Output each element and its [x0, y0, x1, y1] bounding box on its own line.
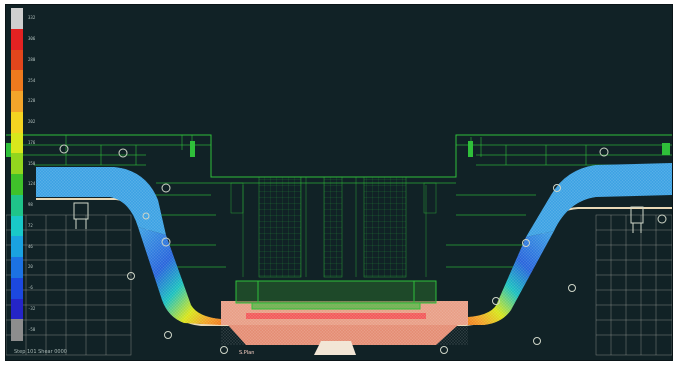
lower-die-grids [6, 214, 672, 356]
blank-mesh-overlay [36, 163, 672, 345]
status-text: Step 101 Shear 0000 [14, 349, 67, 355]
legend-tick-label: -58 [28, 326, 36, 332]
upper-die [6, 5, 672, 177]
legend-band [11, 215, 23, 237]
legend-tick-label: 20 [28, 264, 33, 270]
legend-tick-label: 150 [28, 160, 36, 166]
legend-tick-label: 280 [28, 56, 36, 62]
legend-band [11, 277, 23, 299]
legend-band [11, 111, 23, 133]
legend-tick-label: 228 [28, 98, 36, 104]
clamp-feet [73, 202, 644, 233]
legend-band [11, 194, 23, 216]
legend-tick-label: 202 [28, 119, 36, 125]
legend-band [11, 70, 23, 92]
legend-band [11, 28, 23, 50]
die-nubs [6, 141, 670, 157]
legend-band [11, 174, 23, 196]
legend-tick-label: 124 [28, 181, 36, 187]
legend-tick-label: 176 [28, 139, 36, 145]
part-label: S.Plan [239, 350, 255, 356]
legend-band [11, 91, 23, 113]
legend-band [11, 319, 23, 341]
punch-mesh [230, 176, 437, 278]
bolt-holes [59, 144, 667, 354]
temperature-legend: 332 306 280 254 228 202 176 150 124 98 72 46 20 -6 -32… [11, 8, 35, 341]
legend-tick-label: 254 [28, 77, 36, 83]
legend-tick-label: -32 [28, 305, 36, 311]
legend-band [11, 257, 23, 279]
legend-tick-label: 306 [28, 36, 36, 42]
legend-tick-label: 72 [28, 222, 33, 228]
legend-tick-label: 98 [28, 202, 33, 208]
simulation-viewport[interactable]: 332 306 280 254 228 202 176 150 124 98 72 46 20 -6 -32… [5, 4, 673, 361]
legend-band [11, 49, 23, 71]
legend-tick-label: -6 [28, 285, 33, 291]
legend-band [11, 153, 23, 175]
bottom-insert [314, 341, 356, 355]
legend-band [11, 236, 23, 258]
legend-tick-label: 332 [28, 15, 36, 21]
legend-tick-label: 46 [28, 243, 33, 249]
legend-band [11, 132, 23, 154]
legend-band [11, 298, 23, 320]
forming-simulation-scene [6, 5, 672, 356]
punch-head [235, 280, 437, 310]
legend-band [11, 8, 23, 30]
